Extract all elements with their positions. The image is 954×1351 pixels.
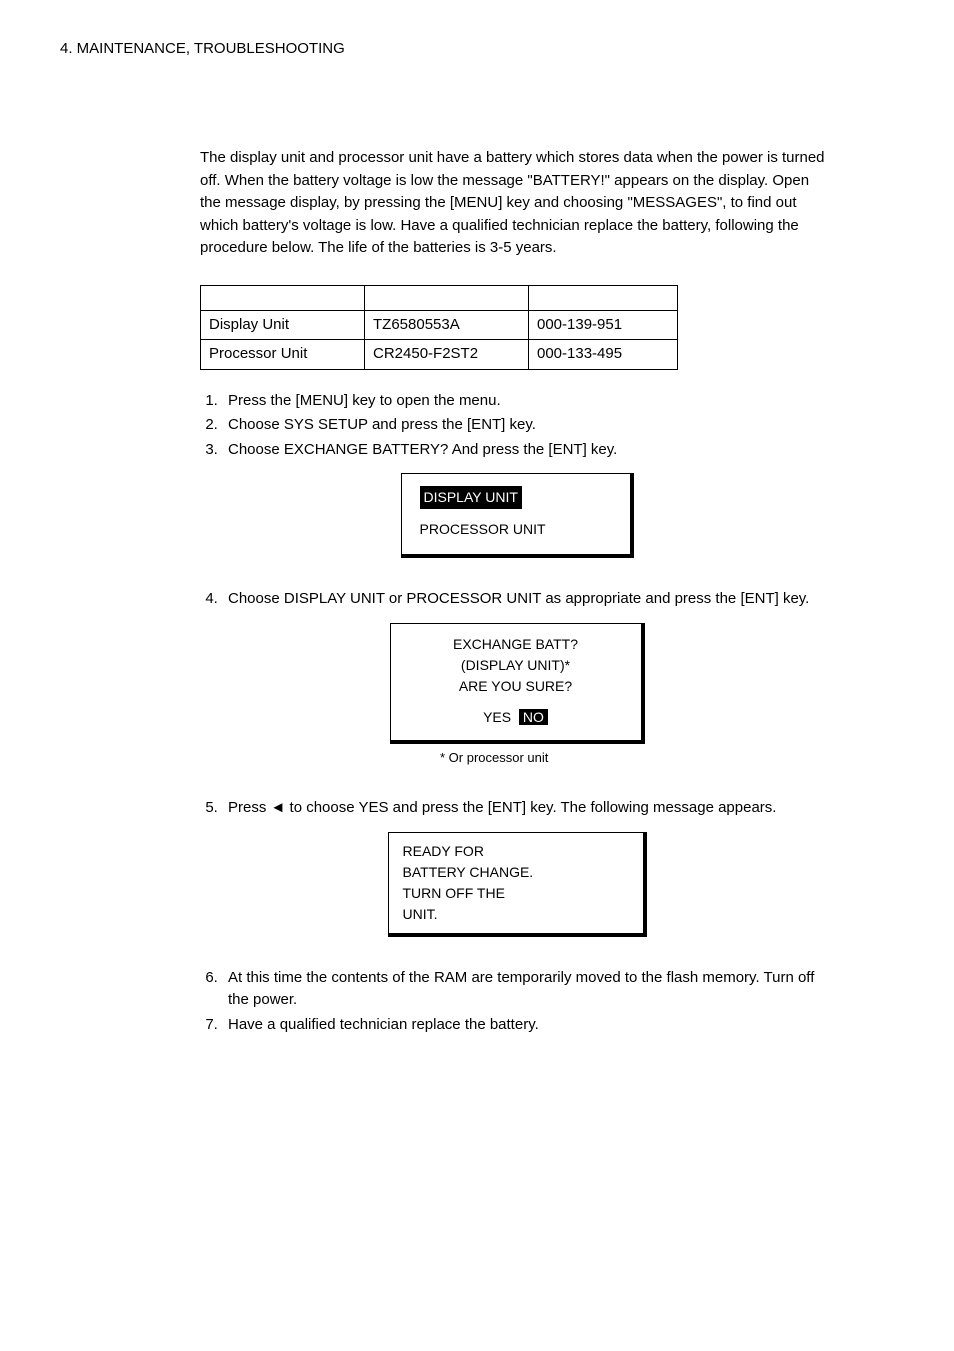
ready-message-dialog: READY FOR BATTERY CHANGE. TURN OFF THE U… — [388, 832, 647, 937]
step-item: Choose SYS SETUP and press the [ENT] key… — [222, 414, 834, 437]
exchange-confirm-dialog: EXCHANGE BATT? (DISPLAY UNIT)* ARE YOU S… — [390, 623, 645, 744]
dialog-line: EXCHANGE BATT? — [401, 634, 631, 655]
yes-no-row: YES NO — [401, 707, 631, 728]
step-item: Press ◄ to choose YES and press the [ENT… — [222, 797, 834, 820]
table-cell: Processor Unit — [201, 340, 365, 370]
yes-option: YES — [483, 709, 511, 725]
table-header-cell — [201, 285, 365, 310]
processor-unit-option: PROCESSOR UNIT — [420, 521, 546, 537]
table-cell: Display Unit — [201, 310, 365, 340]
dialog-line: READY FOR — [403, 841, 633, 862]
steps-list-4: At this time the contents of the RAM are… — [200, 967, 834, 1037]
dialog-line: TURN OFF THE — [403, 883, 633, 904]
intro-paragraph: The display unit and processor unit have… — [200, 147, 834, 260]
steps-list-3: Press ◄ to choose YES and press the [ENT… — [200, 797, 834, 820]
dialog-line: (DISPLAY UNIT)* — [401, 655, 631, 676]
table-header-cell — [365, 285, 529, 310]
step-item: Choose EXCHANGE BATTERY? And press the [… — [222, 439, 834, 462]
figure-caption: * Or processor unit — [430, 748, 548, 768]
dialog-line: ARE YOU SURE? — [401, 676, 631, 697]
steps-list-2: Choose DISPLAY UNIT or PROCESSOR UNIT as… — [200, 588, 834, 611]
step-item: Press the [MENU] key to open the menu. — [222, 390, 834, 413]
table-cell: 000-139-951 — [529, 310, 678, 340]
table-header-cell — [529, 285, 678, 310]
no-option-selected: NO — [519, 709, 548, 725]
step-item: Choose DISPLAY UNIT or PROCESSOR UNIT as… — [222, 588, 834, 611]
table-cell: TZ6580553A — [365, 310, 529, 340]
table-row: Display Unit TZ6580553A 000-139-951 — [201, 310, 678, 340]
page-header: 4. MAINTENANCE, TROUBLESHOOTING — [60, 40, 894, 57]
dialog-line: UNIT. — [403, 904, 633, 925]
battery-table: Display Unit TZ6580553A 000-139-951 Proc… — [200, 285, 678, 370]
table-cell: 000-133-495 — [529, 340, 678, 370]
steps-list-1: Press the [MENU] key to open the menu. C… — [200, 390, 834, 462]
step-item: At this time the contents of the RAM are… — [222, 967, 834, 1012]
dialog-line: BATTERY CHANGE. — [403, 862, 633, 883]
table-row: Processor Unit CR2450-F2ST2 000-133-495 — [201, 340, 678, 370]
unit-select-dialog: DISPLAY UNIT PROCESSOR UNIT — [401, 473, 634, 558]
display-unit-option: DISPLAY UNIT — [420, 486, 522, 509]
step-item: Have a qualified technician replace the … — [222, 1014, 834, 1037]
table-cell: CR2450-F2ST2 — [365, 340, 529, 370]
